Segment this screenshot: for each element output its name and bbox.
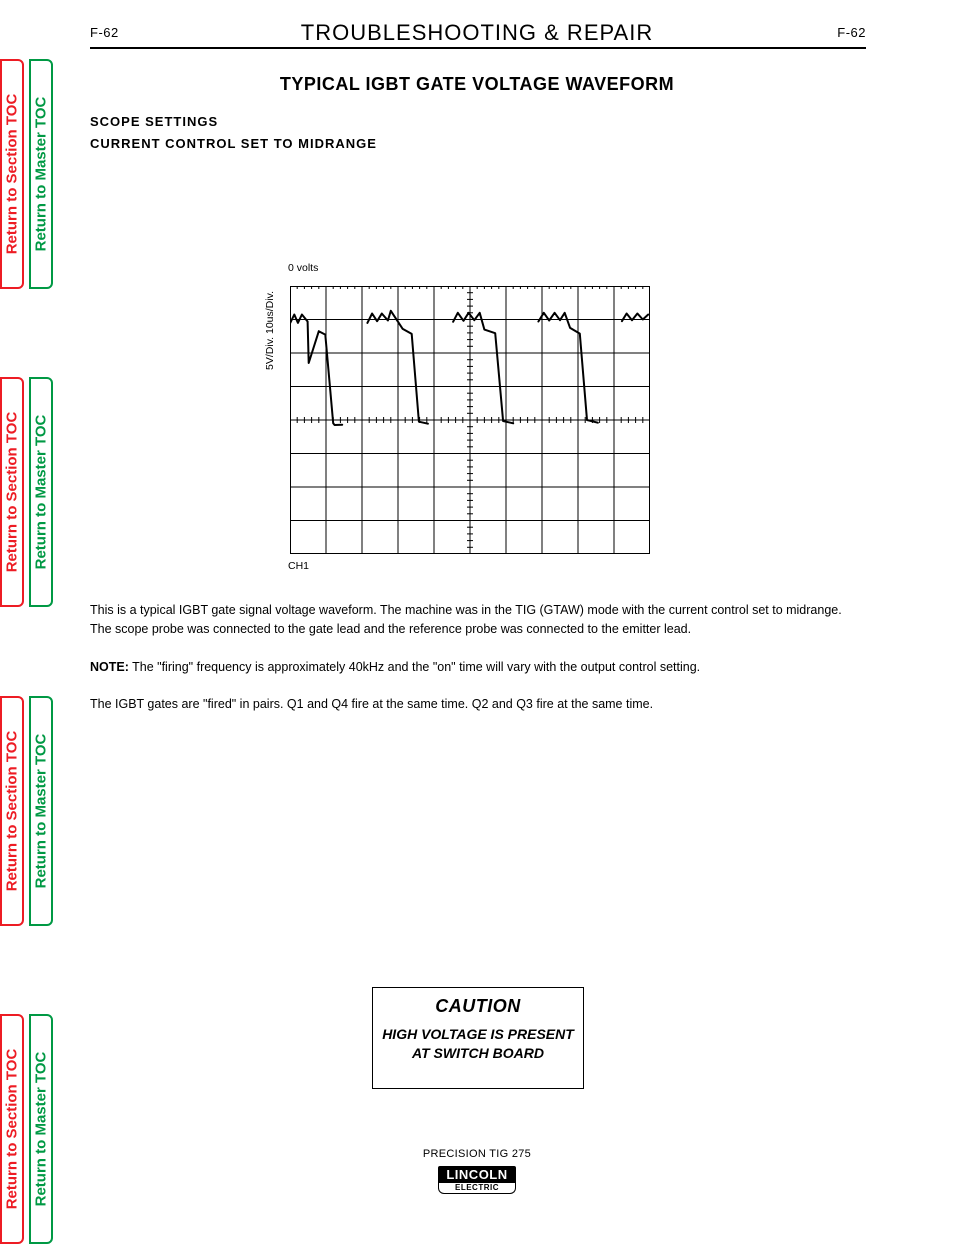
note-text: The "firing" frequency is approximately … <box>129 660 700 674</box>
return-to-master-toc-button[interactable]: Return to Master TOC <box>29 696 53 926</box>
tab-label: Return to Section TOC <box>4 731 21 892</box>
page-number-right: F-62 <box>837 25 866 40</box>
return-to-section-toc-button[interactable]: Return to Section TOC <box>0 59 24 289</box>
logo-bottom: ELECTRIC <box>438 1183 516 1194</box>
body-note-2: The IGBT gates are "fired" in pairs. Q1 … <box>90 695 866 714</box>
footer-model: PRECISION TIG 275 <box>423 1148 531 1160</box>
return-to-master-toc-button[interactable]: Return to Master TOC <box>29 1014 53 1244</box>
scope-desc: CURRENT CONTROL SET TO MIDRANGE <box>90 136 377 151</box>
chart-bottom-label: CH1 <box>288 560 309 572</box>
return-to-section-toc-button[interactable]: Return to Section TOC <box>0 696 24 926</box>
body-text: This is a typical IGBT gate signal volta… <box>90 601 866 715</box>
tab-label: Return to Master TOC <box>33 97 50 252</box>
scope-heading: SCOPE SETTINGS <box>90 114 218 129</box>
tab-label: Return to Section TOC <box>4 94 21 255</box>
tab-label: Return to Section TOC <box>4 1049 21 1210</box>
tab-label: Return to Master TOC <box>33 734 50 889</box>
tab-label: Return to Section TOC <box>4 412 21 573</box>
chart-svg <box>290 286 650 554</box>
tab-label: Return to Master TOC <box>33 415 50 570</box>
caution-title: CAUTION <box>373 996 583 1017</box>
header-rule <box>90 47 866 49</box>
tab-label: Return to Master TOC <box>33 1052 50 1207</box>
body-para: This is a typical IGBT gate signal volta… <box>90 601 866 640</box>
caution-body: HIGH VOLTAGE IS PRESENTAT SWITCH BOARD <box>373 1025 583 1063</box>
page: Return to Section TOC Return to Master TO… <box>0 0 954 1235</box>
note-label: NOTE: <box>90 660 129 674</box>
return-to-master-toc-button[interactable]: Return to Master TOC <box>29 59 53 289</box>
body-note: NOTE: The "firing" frequency is approxim… <box>90 658 866 677</box>
section-title: TYPICAL IGBT GATE VOLTAGE WAVEFORM <box>280 74 674 95</box>
return-to-section-toc-button[interactable]: Return to Section TOC <box>0 377 24 607</box>
return-to-section-toc-button[interactable]: Return to Section TOC <box>0 1014 24 1244</box>
page-header: TROUBLESHOOTING & REPAIR <box>301 20 653 46</box>
page-number-left: F-62 <box>90 25 119 40</box>
chart-top-label: 0 volts <box>288 262 318 274</box>
chart-y-axis-label: 5V/Div. 10us/Div. <box>264 291 276 370</box>
logo-top: LINCOLN <box>438 1166 516 1183</box>
brand-logo: LINCOLN ELECTRIC <box>438 1166 516 1194</box>
caution-box: CAUTION HIGH VOLTAGE IS PRESENTAT SWITCH… <box>372 987 584 1089</box>
oscilloscope-chart <box>290 286 650 554</box>
return-to-master-toc-button[interactable]: Return to Master TOC <box>29 377 53 607</box>
